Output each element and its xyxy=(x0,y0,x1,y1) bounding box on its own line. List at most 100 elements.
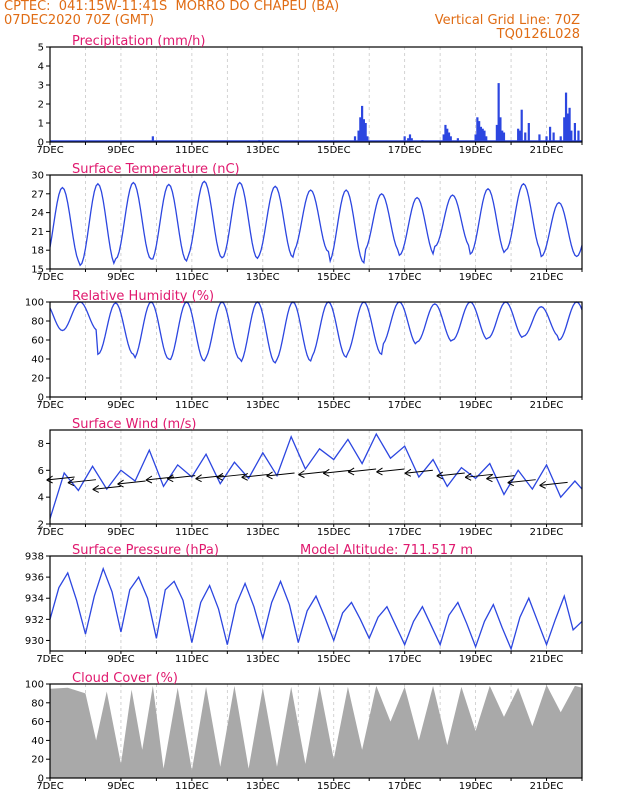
wind-vector xyxy=(117,480,146,485)
precip-bar xyxy=(570,130,573,142)
cloud-cover-area xyxy=(50,684,582,778)
x-tick-label: 7DEC xyxy=(36,654,63,665)
precip-bar xyxy=(447,132,451,142)
wind-vector xyxy=(46,476,75,481)
y-tick-label: 40 xyxy=(31,736,44,747)
x-tick-label: 7DEC xyxy=(36,781,63,792)
wind-vector xyxy=(241,473,270,478)
y-tick-label: 932 xyxy=(25,615,44,626)
wind-vector-head xyxy=(266,471,273,480)
precip-bar xyxy=(577,130,580,142)
precip-bar xyxy=(408,134,412,142)
wind-vector xyxy=(298,471,327,476)
wind-vector-head xyxy=(486,474,493,483)
precip-bar xyxy=(362,119,365,142)
precip-bar xyxy=(442,134,445,142)
precip-bar xyxy=(502,132,506,142)
panel-frame xyxy=(49,46,583,143)
panel-title: Surface Pressure (hPa) xyxy=(72,543,219,558)
precip-bar xyxy=(444,124,447,142)
wind-vector xyxy=(539,481,568,486)
precip-bar xyxy=(485,136,488,142)
panel-frame xyxy=(49,683,583,779)
wind-vector-head xyxy=(507,478,514,487)
y-tick-label: 934 xyxy=(25,594,44,605)
precip-bar xyxy=(563,117,566,142)
wind-vector-head xyxy=(216,472,224,481)
x-tick-label: 13DEC xyxy=(246,527,280,538)
panel-3 xyxy=(46,429,583,527)
x-tick-label: 21DEC xyxy=(530,527,564,538)
wind-vector-head xyxy=(376,467,383,476)
x-tick-label: 17DEC xyxy=(388,654,422,665)
series-line xyxy=(49,566,583,651)
x-tick-label: 19DEC xyxy=(459,654,493,665)
y-tick-label: 20 xyxy=(31,374,44,385)
precip-bar xyxy=(527,123,530,142)
grid-line-note: Vertical Grid Line: 70Z xyxy=(434,13,580,28)
y-tick-label: 930 xyxy=(25,636,44,647)
y-tick-label: 4 xyxy=(38,62,44,73)
precip-bar xyxy=(548,126,552,142)
panel-5 xyxy=(46,683,583,781)
wind-vector-head xyxy=(404,468,412,477)
precip-bar xyxy=(410,138,413,142)
x-tick-label: 17DEC xyxy=(388,781,422,792)
precip-bar xyxy=(517,128,520,142)
x-tick-label: 11DEC xyxy=(175,781,209,792)
precip-bar xyxy=(359,117,362,142)
precip-bar xyxy=(552,132,555,142)
panel-4 xyxy=(46,555,583,654)
x-tick-label: 9DEC xyxy=(107,654,134,665)
precip-bar xyxy=(456,138,459,142)
x-tick-label: 7DEC xyxy=(36,527,63,538)
y-tick-label: 30 xyxy=(31,171,44,182)
x-tick-label: 17DEC xyxy=(388,145,422,156)
product-code: TQ0126L028 xyxy=(496,27,580,42)
x-tick-label: 15DEC xyxy=(317,272,351,283)
wind-vector-head xyxy=(323,468,330,477)
wind-vector xyxy=(348,468,377,473)
wind-vector-head xyxy=(67,478,75,487)
precip-bar xyxy=(573,123,577,142)
x-tick-label: 11DEC xyxy=(175,654,209,665)
panel-title: Relative Humidity (%) xyxy=(72,289,214,304)
run-time: 07DEC2020 70Z (GMT) xyxy=(4,13,155,28)
panel-frame xyxy=(49,555,583,652)
y-tick-label: 21 xyxy=(31,227,44,238)
x-tick-label: 13DEC xyxy=(246,400,280,411)
x-tick-label: 17DEC xyxy=(388,400,422,411)
y-tick-label: 5 xyxy=(38,43,44,54)
wind-vector xyxy=(436,472,465,477)
x-tick-label: 21DEC xyxy=(530,145,564,156)
precip-bar xyxy=(446,128,449,142)
wind-vector xyxy=(216,473,245,478)
wind-vector xyxy=(507,479,536,484)
y-tick-label: 1 xyxy=(38,119,44,130)
precip-bar xyxy=(403,136,406,142)
x-tick-label: 13DEC xyxy=(246,272,280,283)
wind-vector-head xyxy=(539,480,546,489)
x-tick-label: 9DEC xyxy=(107,781,134,792)
x-tick-label: 11DEC xyxy=(175,272,209,283)
y-tick-label: 936 xyxy=(25,573,44,584)
wind-vector-head xyxy=(166,474,174,483)
wind-vector xyxy=(67,479,96,484)
wind-vector xyxy=(167,475,196,480)
y-tick-label: 100 xyxy=(25,680,44,691)
wind-vector xyxy=(266,472,295,477)
y-tick-label: 2 xyxy=(38,100,44,111)
precip-bar xyxy=(538,134,541,142)
precip-bar xyxy=(474,134,477,142)
x-tick-label: 7DEC xyxy=(36,400,63,411)
y-tick-label: 938 xyxy=(25,552,44,563)
x-tick-label: 9DEC xyxy=(107,272,134,283)
precip-bar xyxy=(559,136,562,142)
precip-bar xyxy=(476,117,479,142)
panel-title: Surface Wind (m/s) xyxy=(72,417,196,432)
precip-bar xyxy=(518,130,522,142)
x-tick-label: 11DEC xyxy=(175,527,209,538)
y-tick-label: 0 xyxy=(38,393,44,404)
wind-vector-head xyxy=(298,470,305,479)
precip-bar xyxy=(566,113,569,142)
